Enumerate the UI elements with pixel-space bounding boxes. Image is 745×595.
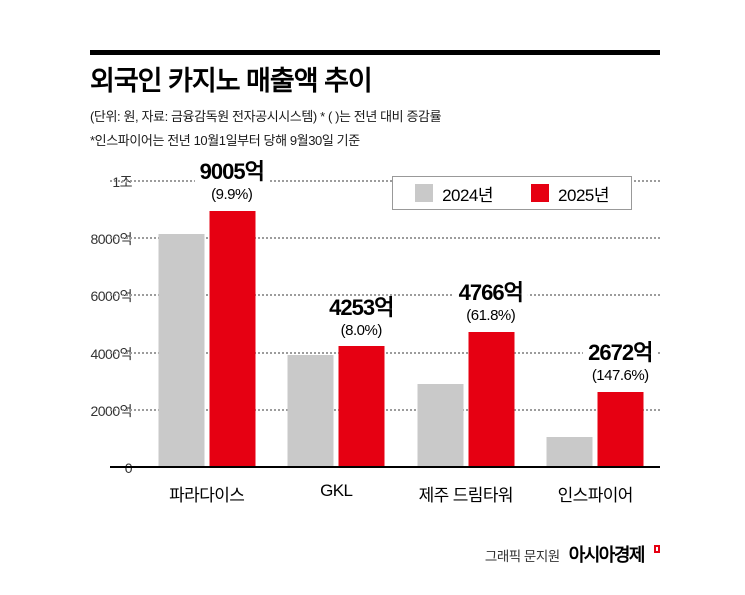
data-label-percent: (9.9%) bbox=[211, 186, 253, 204]
y-tick-label: 6000억 bbox=[90, 288, 132, 305]
gridline bbox=[110, 294, 660, 297]
bar-series1-group2 bbox=[287, 355, 334, 469]
data-label-percent: (61.8%) bbox=[466, 307, 516, 325]
header: 외국인 카지노 매출액 추이 (단위: 원, 자료: 금융감독원 전자공시시스템… bbox=[90, 50, 660, 149]
legend-label-2024: 2024년 bbox=[442, 185, 494, 205]
content: 외국인 카지노 매출액 추이 (단위: 원, 자료: 금융감독원 전자공시시스템… bbox=[90, 50, 660, 506]
bar-series1-group4 bbox=[546, 437, 593, 469]
x-category-label-4: 인스파이어 bbox=[557, 486, 634, 506]
chart-title: 외국인 카지노 매출액 추이 bbox=[90, 66, 373, 96]
gridlines bbox=[110, 180, 660, 469]
bar-group-1: 9005억 (9.9%) bbox=[142, 159, 272, 469]
y-axis: 1조 8000억 6000억 4000억 2000억 0 bbox=[90, 174, 142, 476]
bar-pair bbox=[417, 182, 515, 469]
x-axis-spacer bbox=[90, 468, 142, 506]
legend: 2024년 2025년 bbox=[392, 176, 632, 211]
bar-series2-group3 bbox=[468, 331, 515, 469]
bar-pair bbox=[287, 182, 385, 469]
bar-group-2: 4253억 (8.0%) bbox=[272, 182, 402, 469]
data-label-percent: (147.6%) bbox=[591, 367, 649, 385]
chart-subtitle: (단위: 원, 자료: 금융감독원 전자공시시스템) * ( )는 전년 대비 … bbox=[90, 109, 442, 125]
plot-wrap: 9005억 (9.9%) 4253억 (8.0%) 4766억 (61.8%) 2672억 (… bbox=[110, 159, 661, 469]
legend-label-2025: 2025년 bbox=[558, 185, 609, 205]
legend-item-2024: 2024년 bbox=[415, 181, 494, 206]
legend-swatch-2024 bbox=[415, 184, 434, 203]
top-rule bbox=[90, 50, 660, 55]
y-tick-label: 1조 bbox=[112, 174, 132, 191]
graphic-credit: 그래픽 문지원 bbox=[484, 549, 560, 564]
x-axis-baseline bbox=[110, 466, 660, 469]
x-axis-labels: 파라다이스 GKL 제주 드림타워 인스파이어 bbox=[142, 468, 660, 506]
brand-mark-icon bbox=[654, 545, 660, 553]
gridline bbox=[110, 180, 660, 183]
data-label-percent: (8.0%) bbox=[340, 321, 383, 339]
bar-pair bbox=[546, 182, 644, 469]
gridline bbox=[110, 408, 660, 411]
gridline bbox=[110, 351, 660, 354]
brand-logo: 아시아경제 bbox=[568, 545, 646, 565]
bar-series2-group4 bbox=[597, 391, 644, 469]
chart-note: *인스파이어는 전년 10월1일부터 당해 9월30일 기준 bbox=[90, 133, 360, 149]
x-category-label-2: GKL bbox=[320, 481, 353, 501]
legend-swatch-2025 bbox=[531, 184, 550, 203]
bar-series2-group1 bbox=[209, 210, 256, 469]
data-label-group4: 2672억 (147.6%) bbox=[583, 339, 658, 385]
data-label-group3: 4766억 (61.8%) bbox=[453, 280, 528, 325]
y-tick-label: 8000억 bbox=[90, 231, 132, 248]
footer: 그래픽 문지원 아시아경제 bbox=[485, 541, 660, 567]
bar-group-4: 2672억 (147.6%) bbox=[531, 182, 661, 469]
data-label-value: 2672억 bbox=[588, 339, 653, 365]
x-category-label-1: 파라다이스 bbox=[169, 486, 245, 506]
bar-series1-group3 bbox=[417, 383, 464, 469]
data-label-value: 4766억 bbox=[458, 280, 524, 306]
x-axis-row: 파라다이스 GKL 제주 드림타워 인스파이어 bbox=[90, 468, 660, 506]
data-label-value: 9005억 bbox=[199, 158, 265, 184]
y-tick-label: 0 bbox=[124, 460, 133, 477]
bar-group-3: 4766억 (61.8%) bbox=[401, 182, 531, 469]
data-label-group2: 4253억 (8.0%) bbox=[324, 294, 399, 340]
plot-area: 9005억 (9.9%) 4253억 (8.0%) 4766억 (61.8%) 2672억 (… bbox=[142, 159, 661, 469]
data-label-value: 4253억 bbox=[329, 294, 394, 320]
bar-series1-group1 bbox=[158, 233, 205, 469]
gridline bbox=[110, 237, 660, 240]
legend-item-2025: 2025년 bbox=[531, 181, 609, 206]
bar-chart: 1조 8000억 6000억 4000억 2000억 0 9005억 (9.9%) 4253억… bbox=[90, 159, 661, 476]
data-label-group1: 9005억 (9.9%) bbox=[194, 158, 269, 204]
bar-series2-group2 bbox=[338, 346, 385, 469]
bar-pair bbox=[158, 182, 256, 469]
y-tick-label: 2000억 bbox=[90, 402, 132, 419]
y-tick-label: 4000억 bbox=[90, 345, 132, 362]
x-category-label-3: 제주 드림타워 bbox=[418, 486, 514, 506]
